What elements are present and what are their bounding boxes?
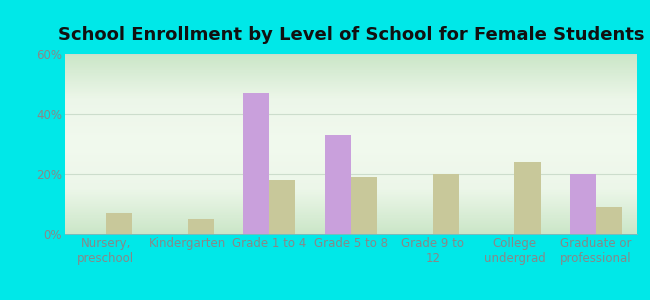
Bar bbox=[596, 207, 622, 234]
Bar bbox=[351, 177, 377, 234]
Bar bbox=[243, 93, 269, 234]
Bar bbox=[106, 213, 132, 234]
Bar bbox=[269, 180, 296, 234]
Bar bbox=[188, 219, 214, 234]
Bar bbox=[570, 174, 596, 234]
Bar bbox=[514, 162, 541, 234]
Bar bbox=[325, 135, 351, 234]
Title: School Enrollment by Level of School for Female Students: School Enrollment by Level of School for… bbox=[58, 26, 644, 44]
Bar bbox=[433, 174, 459, 234]
